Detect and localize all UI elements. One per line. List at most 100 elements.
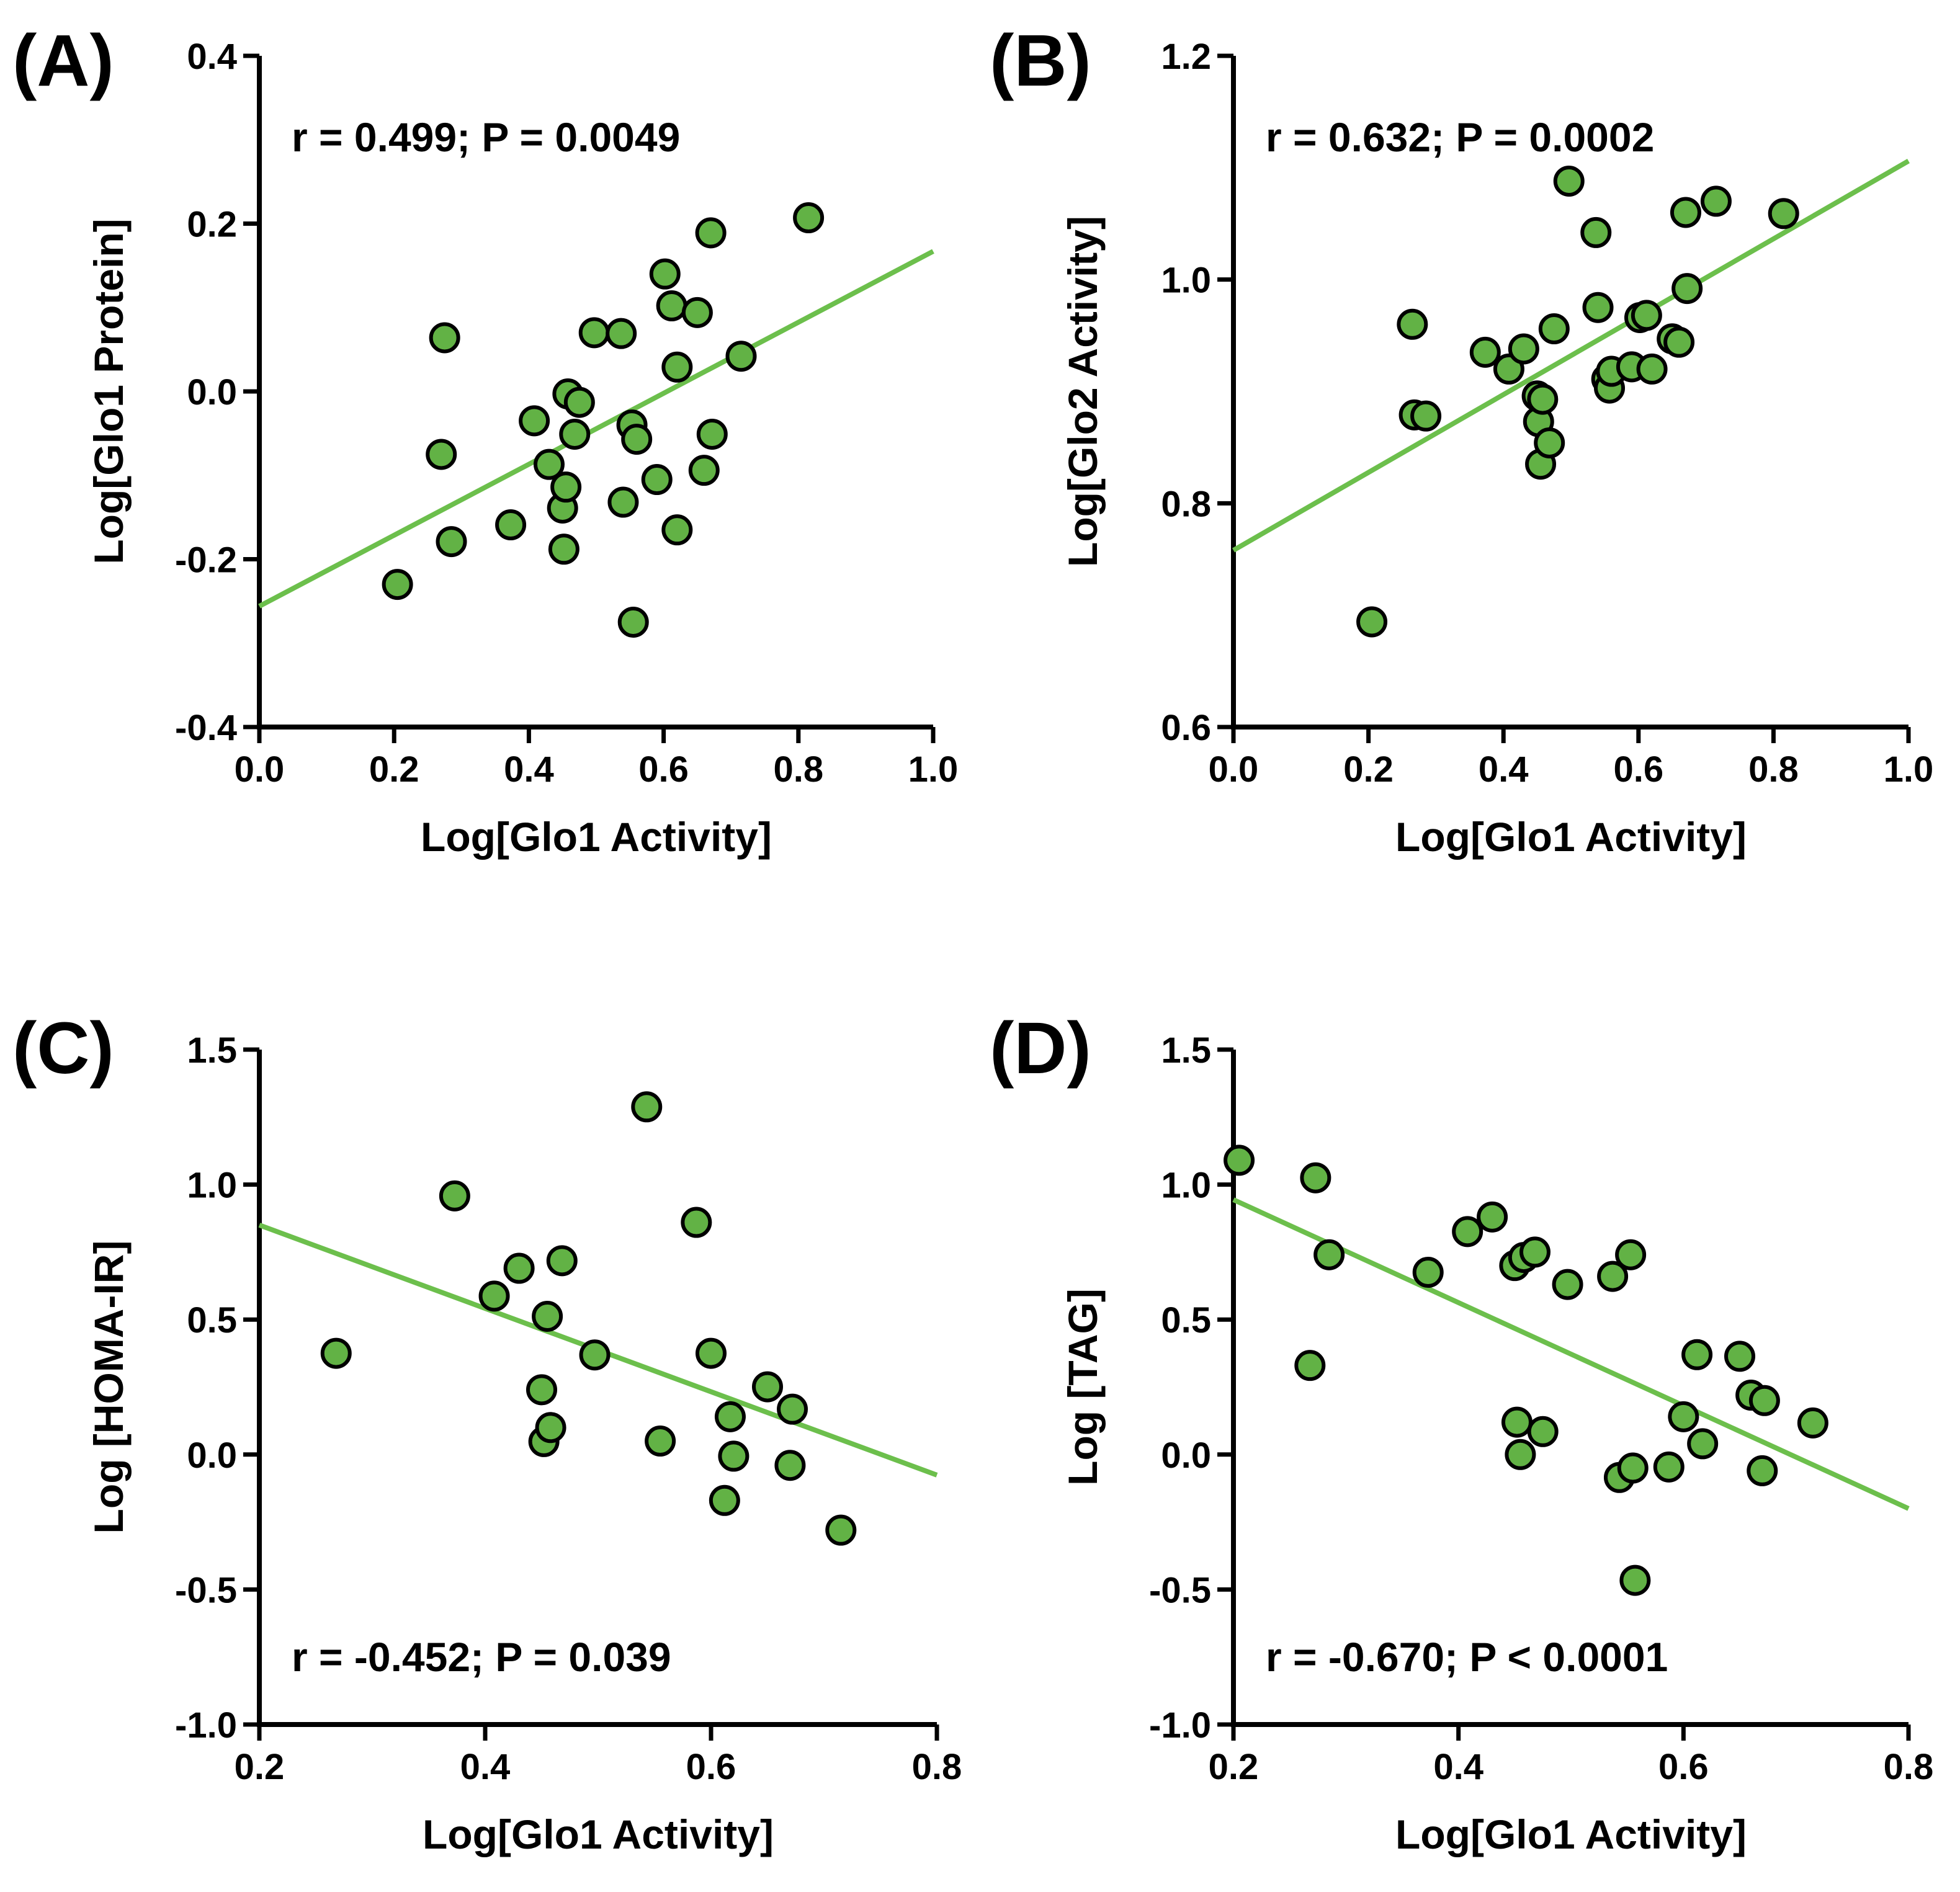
data-point (320, 1337, 352, 1369)
x-tick-label: 0.4 (1479, 749, 1529, 790)
y-tick-label: 0.0 (187, 1435, 237, 1476)
y-tick-label: 0.2 (187, 205, 237, 245)
y-tick-label: 0.4 (187, 37, 237, 77)
data-point (495, 509, 527, 541)
data-point (725, 341, 757, 372)
data-point (503, 1252, 535, 1284)
data-point (1527, 1416, 1559, 1447)
data-point (1397, 308, 1428, 340)
x-tick-label: 0.8 (912, 1747, 962, 1787)
data-point (1505, 1439, 1536, 1470)
data-point (606, 318, 637, 349)
data-point (1356, 606, 1388, 638)
data-point (1653, 1451, 1685, 1483)
data-point (1597, 1261, 1629, 1292)
y-tick-label: 1.0 (1161, 261, 1211, 301)
data-point (631, 1091, 663, 1123)
y-tick-label: 0.5 (1161, 1300, 1211, 1341)
data-point (1619, 1564, 1651, 1596)
x-tick-label: 0.2 (369, 749, 419, 790)
panel-label: (A) (12, 20, 114, 102)
data-point (1538, 313, 1570, 345)
data-point (382, 569, 413, 600)
data-point (533, 448, 565, 480)
panel-b: (B) 0.6 0.8 1.0 1.2 0.0 0.2 0.4 0.6 0.8 1.0 Log[Glo… (990, 20, 1933, 860)
data-point (1527, 383, 1559, 415)
data-point (714, 1401, 746, 1432)
panel-label: (C) (12, 1007, 114, 1089)
x-tick-label: 0.0 (1209, 749, 1259, 790)
data-point (1747, 1455, 1778, 1486)
y-tick-label: 1.5 (187, 1030, 237, 1071)
y-tick-label: 0.0 (187, 372, 237, 413)
x-tick-label: 0.4 (460, 1747, 511, 1787)
data-point (649, 258, 681, 290)
data-point (532, 1300, 563, 1332)
x-axis-title: Log[Glo1 Activity] (421, 814, 772, 860)
x-tick-label: 0.6 (1658, 1747, 1709, 1787)
data-point (1671, 273, 1703, 305)
data-point (429, 322, 460, 354)
y-tick-label: -1.0 (175, 1705, 237, 1746)
data-point (696, 418, 728, 450)
y-tick-label: -0.5 (175, 1570, 237, 1610)
stat-annotation: r = 0.632; P = 0.0002 (1266, 114, 1654, 160)
data-point (1724, 1341, 1755, 1372)
data-point (1681, 1339, 1713, 1370)
data-point (1748, 1385, 1780, 1416)
y-axis-title: Log [TAG] (1060, 1288, 1106, 1486)
x-tick-label: 1.0 (1884, 749, 1934, 790)
y-tick-label: 1.0 (187, 1166, 237, 1206)
y-tick-label: -1.0 (1149, 1705, 1211, 1746)
panel-d: (D) -1.0 -0.5 0.0 0.5 1.0 1.5 0.2 0.4 0.6 0.8 Log[G… (990, 1007, 1933, 1857)
data-point (1294, 1350, 1326, 1381)
data-point (661, 514, 693, 546)
x-axis-title: Log[Glo1 Activity] (1395, 814, 1747, 860)
stat-annotation: r = -0.670; P < 0.0001 (1266, 1634, 1668, 1680)
data-point (535, 1412, 566, 1444)
data-point (1687, 1428, 1719, 1460)
data-point (1700, 185, 1732, 217)
x-tick-label: 0.6 (686, 1747, 736, 1787)
data-point (681, 1207, 712, 1238)
data-point (1580, 216, 1612, 248)
data-point (1477, 1201, 1508, 1233)
data-point (439, 1180, 470, 1212)
data-point (478, 1280, 510, 1312)
data-point (550, 471, 582, 503)
data-point (559, 418, 591, 450)
data-point (1493, 353, 1524, 385)
data-point (1412, 1257, 1444, 1288)
data-point (696, 1337, 727, 1369)
data-point (1631, 300, 1662, 331)
stat-annotation: r = 0.499; P = 0.0049 (292, 114, 680, 160)
data-point (426, 439, 457, 470)
data-point (641, 464, 673, 496)
data-point (1224, 1145, 1255, 1176)
y-axis-title: Log[Glo1 Protein] (86, 218, 132, 564)
x-tick-label: 0.2 (1209, 1747, 1259, 1787)
x-tick-label: 0.8 (1748, 749, 1799, 790)
data-point (526, 1374, 557, 1406)
y-tick-label: -0.4 (175, 708, 237, 748)
data-point (1508, 333, 1539, 365)
y-tick-label: 1.5 (1161, 1030, 1211, 1071)
panel-label: (D) (990, 1007, 1091, 1089)
data-point (519, 405, 550, 437)
data-point (1797, 1407, 1828, 1439)
data-point (436, 526, 467, 558)
panel-label: (B) (990, 20, 1091, 102)
x-axis-title: Log[Glo1 Activity] (423, 1811, 774, 1857)
data-point (688, 455, 720, 486)
x-tick-label: 0.8 (1884, 1747, 1934, 1787)
data-point (1534, 427, 1565, 458)
panel-a: (A) -0.4 -0.2 0.0 0.2 0.4 0.0 0.2 0.4 0.6 0.8 1.0 Lo… (12, 20, 958, 860)
data-point (1663, 326, 1695, 358)
data-point (1452, 1216, 1483, 1247)
data-point (825, 1514, 857, 1546)
y-tick-label: -0.5 (1149, 1570, 1211, 1610)
x-tick-label: 1.0 (908, 749, 959, 790)
regression-line (1232, 159, 1910, 553)
x-tick-label: 0.4 (504, 749, 554, 790)
